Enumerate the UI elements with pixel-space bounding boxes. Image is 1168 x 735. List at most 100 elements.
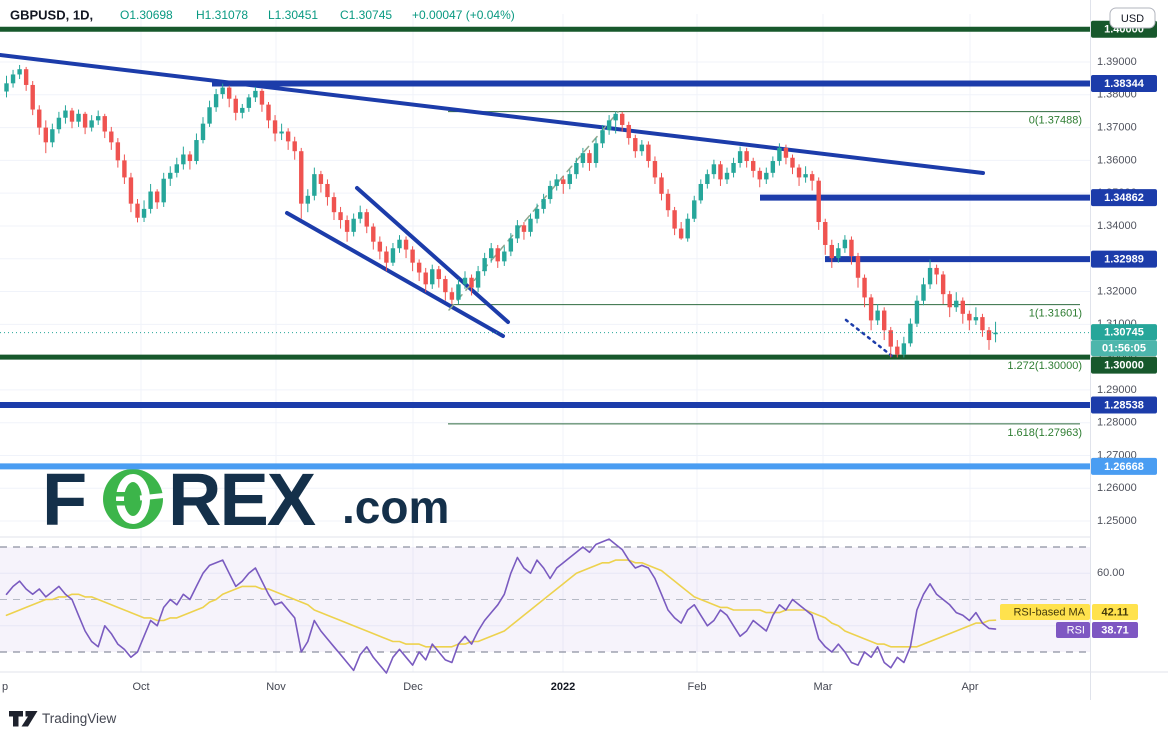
time-axis[interactable]: p Oct Nov Dec 2022 Feb Mar Apr xyxy=(2,681,979,693)
tradingview-brand-text: TradingView xyxy=(42,711,117,726)
candle-body-up xyxy=(724,172,730,180)
candle-body-down xyxy=(823,222,828,245)
candle-body-down xyxy=(233,98,238,113)
candle-body-down xyxy=(947,294,952,308)
ohlc-high: H1.31078 xyxy=(196,8,248,22)
candle-body-down xyxy=(790,157,795,168)
candle-body-down xyxy=(266,104,271,121)
candle-body-down xyxy=(521,225,527,232)
currency-chip-label: USD xyxy=(1121,13,1144,25)
fibonacci-levels: 0(1.37488) 1(1.31601) 1.272(1.30000) 1.618(… xyxy=(448,111,1082,439)
candle-body-down xyxy=(633,138,638,152)
candle-body-down xyxy=(783,147,789,158)
level-price-badge-box xyxy=(1091,189,1157,207)
candle-body-up xyxy=(17,69,22,75)
symbol-title[interactable]: GBPUSD, 1D, xyxy=(10,7,93,22)
candle-body-up xyxy=(475,271,481,288)
bar-countdown-label: 01:56:05 xyxy=(1102,343,1146,355)
major-descending-trendline[interactable] xyxy=(0,53,985,175)
level-price-badge-box xyxy=(1091,250,1157,268)
rsi-ma-line xyxy=(5,559,997,648)
candle-body-down xyxy=(416,262,422,273)
ohlc-close: C1.30745 xyxy=(340,8,392,22)
candle-body-down xyxy=(796,167,802,178)
forex-com-watermark: F REX .com xyxy=(42,458,449,541)
chart-legend[interactable]: GBPUSD, 1D, O1.30698 H1.31078 L1.30451 C… xyxy=(10,7,515,22)
candle-body-down xyxy=(325,183,330,198)
candle-body-down xyxy=(652,161,658,178)
watermark-letters-rex: REX xyxy=(168,458,316,541)
candle-body-down xyxy=(135,203,140,218)
time-axis-label[interactable]: p xyxy=(2,681,8,693)
price-tick-label: 1.25000 xyxy=(1097,515,1137,527)
level-price-badge-box xyxy=(1091,356,1157,374)
current-price-badge-box xyxy=(1091,324,1157,341)
candle-body-up xyxy=(430,269,435,285)
currency-unit-chip[interactable]: USD xyxy=(1109,7,1156,29)
candle-body-up xyxy=(63,110,68,118)
level-price-badge-label: 1.38344 xyxy=(1104,78,1145,90)
watermark-letter-f: F xyxy=(42,458,87,541)
price-tick-label: 1.29000 xyxy=(1097,384,1137,396)
march-dotted-line[interactable] xyxy=(844,318,894,358)
candle-body-down xyxy=(410,249,415,263)
candle-body-up xyxy=(908,323,913,344)
candle-body-up xyxy=(692,200,697,219)
time-axis-label[interactable]: Apr xyxy=(961,681,978,693)
candle-body-down xyxy=(403,239,409,250)
candle-body-up xyxy=(528,218,533,232)
ohlc-open: O1.30698 xyxy=(120,8,173,22)
candle-body-down xyxy=(436,269,441,280)
candle-body-up xyxy=(764,172,769,180)
candle-body-down xyxy=(980,317,985,331)
candle-body-down xyxy=(154,191,160,203)
candle-body-down xyxy=(895,346,900,355)
candle-body-up xyxy=(305,195,310,204)
candle-body-down xyxy=(862,277,867,298)
time-axis-label[interactable]: Nov xyxy=(266,681,286,693)
horizontal-levels[interactable] xyxy=(0,26,1090,470)
level-price-badge-label: 1.28538 xyxy=(1104,399,1144,411)
rsi-value: 38.71 xyxy=(1101,624,1129,636)
candle-body-up xyxy=(606,120,612,131)
candle-body-up xyxy=(279,131,284,134)
candle-body-down xyxy=(37,109,42,128)
trendlines[interactable] xyxy=(0,53,985,358)
candle-body-down xyxy=(69,110,75,122)
tradingview-attribution[interactable]: TradingView xyxy=(9,711,117,727)
time-axis-label[interactable]: Dec xyxy=(403,681,423,693)
time-axis-label[interactable]: Mar xyxy=(814,681,833,693)
rsi-ma-value: 42.11 xyxy=(1102,606,1129,618)
candle-body-up xyxy=(639,144,645,152)
wedge-upper-line[interactable] xyxy=(355,186,510,324)
price-axis[interactable]: 1.390001.380001.370001.360001.350001.340… xyxy=(1091,20,1157,527)
ohlc-low: L1.30451 xyxy=(268,8,318,22)
time-axis-label[interactable]: Feb xyxy=(688,681,707,693)
candle-body-up xyxy=(914,300,920,324)
candle-body-down xyxy=(561,179,566,184)
candle-body-down xyxy=(659,177,664,194)
candle-body-up xyxy=(200,123,206,141)
rsi-name-chip xyxy=(1056,622,1090,638)
candle-body-down xyxy=(128,177,134,204)
price-tick-label: 1.39000 xyxy=(1097,56,1137,68)
rsi-band xyxy=(0,546,1090,653)
wedge-lower-line[interactable] xyxy=(285,211,505,338)
currency-chip-box xyxy=(1109,7,1156,29)
rally-dashed-line[interactable] xyxy=(448,111,619,311)
candle-body-up xyxy=(194,140,199,162)
time-axis-label[interactable]: 2022 xyxy=(551,681,575,693)
candle-body-down xyxy=(744,151,749,162)
price-tick-label: 1.26000 xyxy=(1097,482,1137,494)
rsi-name-label: RSI xyxy=(1067,624,1085,636)
candle-body-down xyxy=(82,113,88,128)
candle-body-down xyxy=(751,161,756,171)
candle-body-down xyxy=(338,212,343,221)
candle-body-up xyxy=(89,120,94,128)
candle-body-down xyxy=(318,174,324,184)
candle-body-up xyxy=(580,153,586,163)
candle-body-up xyxy=(220,87,225,95)
candle-body-up xyxy=(161,178,166,203)
time-axis-label[interactable]: Oct xyxy=(132,681,149,693)
